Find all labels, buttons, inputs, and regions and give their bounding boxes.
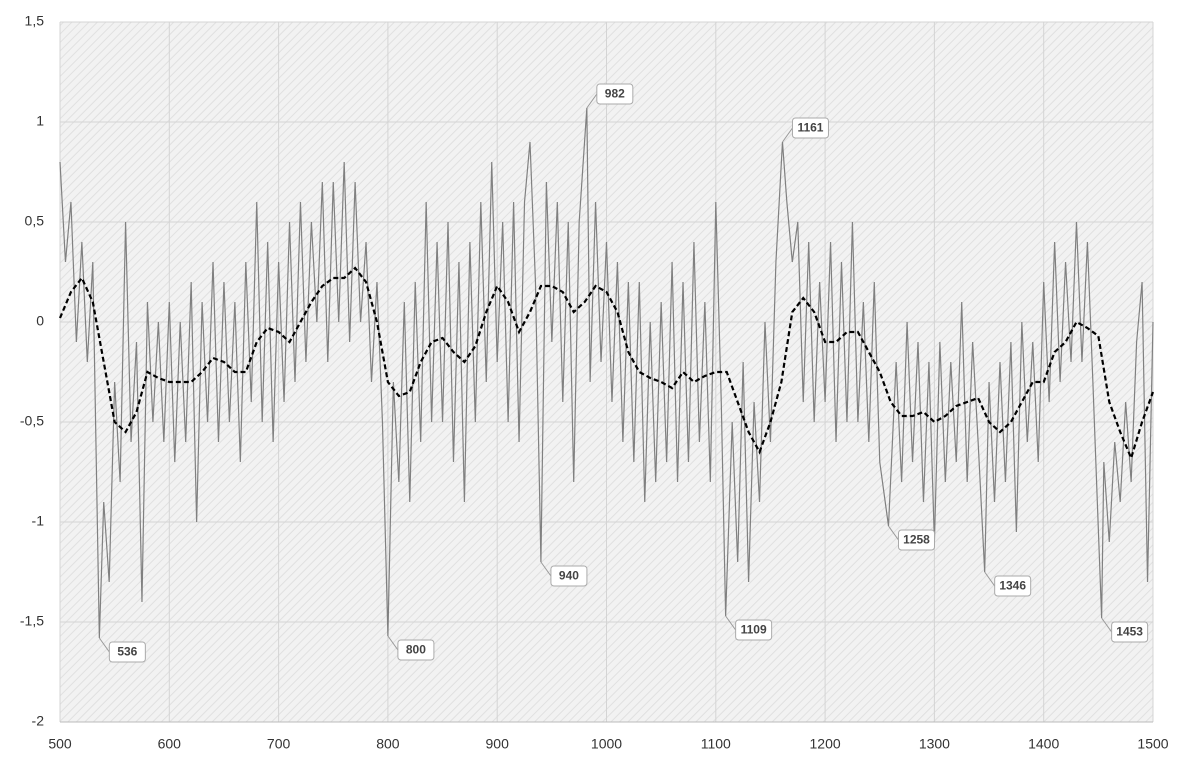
y-tick-label: -1: [32, 513, 45, 529]
annotation-leader: [984, 571, 996, 587]
annotation-leader: [888, 525, 899, 541]
annotation-label: 1258: [903, 533, 930, 547]
annotation-label: 1109: [741, 623, 767, 637]
annotation-box: [108, 641, 146, 663]
annotation-leader: [387, 635, 399, 651]
y-tick-label: -1,5: [20, 613, 44, 629]
annotation-leader: [1101, 617, 1113, 633]
y-tick-label: -0,5: [20, 413, 44, 429]
x-tick-label: 1500: [1137, 736, 1168, 752]
x-tick-label: 1100: [701, 736, 731, 752]
x-tick-label: 900: [486, 736, 510, 752]
x-tick-label: 1000: [591, 736, 622, 752]
x-tick-label: 800: [376, 736, 400, 752]
annotation-label: 1161: [797, 121, 823, 135]
y-tick-label: -2: [32, 713, 45, 729]
annotation-label: 982: [605, 87, 625, 101]
y-tick-label: 1,5: [25, 13, 45, 29]
annotation-box: [550, 565, 588, 587]
annotation-leader: [725, 615, 737, 631]
annotation-label: 940: [559, 569, 579, 583]
annotation-box: [791, 117, 829, 139]
x-tick-label: 1200: [810, 736, 841, 752]
x-tick-label: 1300: [919, 736, 950, 752]
annotation-leader: [540, 561, 552, 577]
data-line: [59, 107, 1154, 639]
annotation-leader: [782, 127, 793, 143]
x-tick-label: 1400: [1028, 736, 1059, 752]
y-tick-label: 1: [36, 113, 44, 129]
x-tick-label: 600: [158, 736, 182, 752]
annotation-box: [596, 83, 634, 105]
annotation-box: [397, 639, 435, 661]
annotation-box: [994, 575, 1032, 597]
annotation-box: [735, 619, 773, 641]
annotation-leader: [98, 637, 110, 653]
annotation-label: 1453: [1116, 625, 1143, 639]
annotation-leader: [586, 93, 598, 109]
annotation-label: 800: [406, 643, 426, 657]
annotation-box: [1111, 621, 1149, 643]
y-tick-label: 0: [36, 313, 44, 329]
x-tick-label: 500: [48, 736, 72, 752]
annotation-label: 536: [117, 645, 137, 659]
annotation-label: 1346: [999, 579, 1026, 593]
annotation-box: [897, 529, 935, 551]
y-tick-label: 0,5: [25, 213, 45, 229]
data-line: [58, 266, 1155, 462]
x-tick-label: 700: [267, 736, 291, 752]
